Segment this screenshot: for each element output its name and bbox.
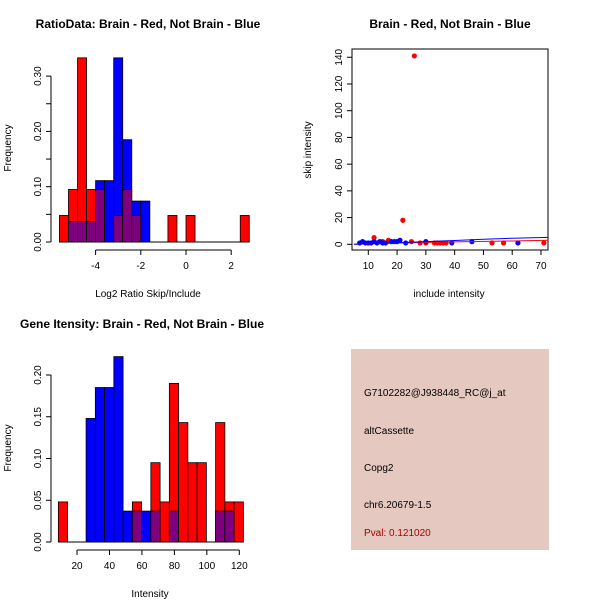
ratio-bar-overlap [68, 221, 78, 243]
intensity-bar-overlap [168, 510, 179, 543]
intensity-y-tick-label: 0.15 [33, 407, 44, 427]
scatter-y-tick-label: 120 [334, 75, 345, 92]
intensity-x-tick-label: 20 [71, 561, 83, 572]
ratio-histogram: RatioData: Brain - Red, Not Brain - Blue… [3, 17, 261, 300]
ratio-x-tick-label: -2 [136, 261, 145, 272]
intensity-bar-overlap [150, 510, 161, 543]
scatter-plot-box [351, 48, 549, 251]
intensity-bar-not-brain [113, 356, 124, 543]
ratio-bar-not-brain [140, 200, 151, 243]
ratio-bar-brain [167, 215, 178, 243]
intensity-bar-overlap [224, 510, 235, 543]
ratio-bar-brain [59, 215, 69, 243]
intensity-bar-brain [196, 462, 207, 543]
intensity-bar-brain [187, 462, 198, 543]
intensity-y-tick-label: 0.10 [33, 448, 44, 468]
intensity-bar-not-brain [141, 510, 152, 543]
ratio-histogram-xlabel: Log2 Ratio Skip/Include [95, 289, 201, 300]
scatter-y-tick-label: 60 [334, 158, 345, 170]
scatter-title: Brain - Red, Not Brain - Blue [369, 17, 531, 31]
scatter-y-tick-label: 80 [334, 131, 345, 143]
scatter-ylabel: skip intensity [303, 121, 314, 178]
ratio-bar-not-brain [104, 180, 115, 243]
ratio-y-tick-label: 0.10 [33, 177, 44, 197]
scatter-point-brain [541, 240, 547, 246]
ratio-bar-brain [77, 57, 87, 243]
scatter-x-tick-label: 40 [449, 261, 461, 272]
intensity-bar-brain [233, 501, 244, 543]
ratio-x-tick-label: -4 [91, 261, 100, 272]
scatter-x-tick-label: 60 [507, 261, 519, 272]
scatter-point-brain [411, 53, 417, 59]
scatter-x-tick-label: 20 [392, 261, 404, 272]
info-panel-background [351, 349, 549, 550]
intensity-x-tick-label: 80 [169, 561, 181, 572]
ratio-bar-brain [185, 215, 196, 243]
ratio-bar-brain [239, 215, 250, 243]
intensity-bar-brain [57, 501, 68, 543]
intensity-scatter: Brain - Red, Not Brain - Blue include in… [303, 17, 549, 300]
scatter-y-tick-label: 20 [334, 212, 345, 224]
intensity-y-tick-label: 0.05 [33, 490, 44, 510]
intensity-bar-overlap [215, 510, 226, 543]
scatter-xlabel: include intensity [413, 289, 484, 300]
intensity-x-tick-label: 120 [231, 561, 248, 572]
intensity-y-tick-label: 0.00 [33, 532, 44, 552]
scatter-point-brain [371, 235, 377, 241]
scatter-x-tick-label: 30 [420, 261, 432, 272]
ratio-bar-overlap [86, 221, 96, 243]
ratio-bar-overlap [113, 215, 124, 243]
intensity-bar-brain [178, 422, 189, 543]
ratio-bar-overlap [122, 189, 133, 243]
info-pval: Pval: 0.121020 [364, 528, 431, 539]
ratio-x-tick-label: 2 [228, 261, 234, 272]
scatter-y-tick-label: 40 [334, 185, 345, 197]
scatter-point-not-brain [515, 240, 521, 246]
ratio-bar-overlap [77, 221, 87, 243]
ratio-histogram-ylabel: Frequency [3, 124, 14, 171]
intensity-bar-not-brain [94, 387, 105, 543]
ratio-histogram-title: RatioData: Brain - Red, Not Brain - Blue [36, 17, 261, 31]
intensity-histogram-ylabel: Frequency [3, 424, 14, 471]
info-gene: Copg2 [364, 463, 394, 474]
ratio-bar-not-brain [113, 57, 124, 243]
intensity-y-tick-label: 0.20 [33, 365, 44, 385]
ratio-y-tick-label: 0.00 [33, 232, 44, 252]
intensity-histogram-title: Gene Itensity: Brain - Red, Not Brain - … [20, 317, 264, 331]
scatter-y-tick-label: 100 [334, 102, 345, 119]
intensity-bar-not-brain [122, 510, 133, 543]
scatter-point-not-brain [397, 237, 403, 243]
intensity-histogram-xlabel: Intensity [131, 589, 168, 600]
intensity-bar-overlap [131, 510, 142, 543]
info-event-type: altCassette [364, 426, 414, 437]
scatter-y-tick-label: 0 [334, 241, 345, 247]
scatter-x-tick-label: 10 [363, 261, 375, 272]
ratio-bar-overlap [95, 189, 106, 243]
scatter-x-tick-label: 50 [478, 261, 490, 272]
intensity-x-tick-label: 40 [104, 561, 116, 572]
ratio-x-tick-label: 0 [183, 261, 189, 272]
info-location: chr6.20679-1.5 [364, 500, 432, 511]
intensity-x-tick-label: 60 [136, 561, 148, 572]
scatter-point-brain [500, 240, 507, 246]
ratio-bar-overlap [131, 215, 142, 243]
gene-intensity-histogram: Gene Itensity: Brain - Red, Not Brain - … [3, 317, 264, 600]
scatter-y-tick-label: 140 [334, 48, 345, 65]
intensity-bar-not-brain [85, 418, 96, 543]
scatter-point-brain [400, 217, 406, 223]
info-panel: G7102282@J938448_RC@j_at altCassette Cop… [351, 349, 549, 550]
intensity-bar-not-brain [104, 387, 115, 543]
intensity-x-tick-label: 100 [198, 561, 215, 572]
scatter-x-tick-label: 70 [535, 261, 547, 272]
ratio-y-tick-label: 0.20 [33, 121, 44, 141]
intensity-bar-brain [159, 501, 170, 543]
ratio-y-tick-label: 0.30 [33, 66, 44, 86]
scatter-fit-line-not-brain [353, 236, 549, 245]
info-probe-id: G7102282@J938448_RC@j_at [364, 388, 506, 399]
